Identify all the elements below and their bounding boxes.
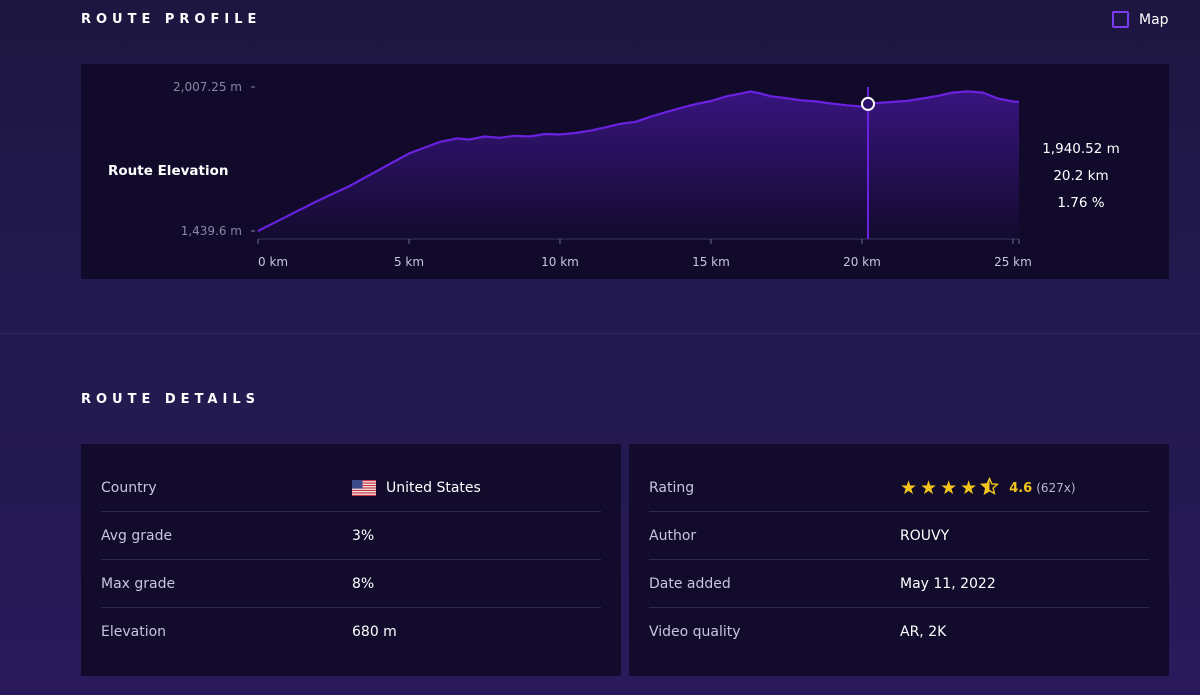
map-toggle[interactable]: Map: [1112, 11, 1169, 28]
map-toggle-label: Map: [1139, 11, 1169, 28]
chart-label: Route Elevation: [108, 163, 229, 179]
detail-row-author: Author ROUVY: [649, 512, 1149, 560]
elevation-line: [257, 90, 1020, 232]
details-card-left: Country United States Avg grade 3%: [81, 444, 621, 676]
readout-elevation: 1,940.52 m: [1042, 141, 1120, 157]
x-tick-label: 10 km: [541, 255, 579, 269]
star-icon: ★: [940, 476, 958, 499]
route-details-title: ROUTE DETAILS: [81, 392, 260, 407]
detail-key: Max grade: [101, 576, 176, 592]
x-tick-label: 25 km: [994, 255, 1032, 269]
detail-key: Video quality: [649, 624, 741, 640]
star-half-icon: [980, 476, 1000, 500]
detail-key: Rating: [649, 480, 695, 496]
detail-row-rating: Rating ★ ★ ★ ★ 4.6 (627x): [649, 464, 1149, 512]
cursor-marker[interactable]: [861, 96, 876, 111]
detail-row-country: Country United States: [101, 464, 601, 512]
detail-value: AR, 2K: [900, 624, 947, 640]
elevation-chart[interactable]: 2,007.25 m 1,439.6 m 0 km 5 km 10 km 15 km 20 …: [81, 64, 1169, 279]
detail-value: May 11, 2022: [900, 576, 996, 592]
section-divider: [0, 333, 1200, 334]
detail-key: Avg grade: [101, 528, 173, 544]
detail-row-date-added: Date added May 11, 2022: [649, 560, 1149, 608]
elevation-readout: 1,940.52 m 20.2 km 1.76 %: [1031, 136, 1131, 217]
y-tick-label: 2,007.25 m: [173, 80, 242, 94]
detail-key: Country: [101, 480, 157, 496]
elevation-chart-panel[interactable]: 2,007.25 m 1,439.6 m 0 km 5 km 10 km 15 km 20 …: [81, 64, 1169, 279]
star-icon: ★: [900, 476, 918, 499]
detail-value: 8%: [352, 576, 375, 592]
detail-key: Elevation: [101, 624, 167, 640]
detail-value: United States: [386, 480, 481, 496]
rating-value: 4.6: [1009, 480, 1033, 496]
detail-row-max-grade: Max grade 8%: [101, 560, 601, 608]
rating-stars: ★ ★ ★ ★: [900, 476, 1000, 500]
y-tick-label: 1,439.6 m: [181, 224, 242, 238]
star-icon: ★: [960, 476, 978, 499]
detail-row-elevation: Elevation 680 m: [101, 608, 601, 656]
detail-key: Author: [649, 528, 697, 544]
readout-grade: 1.76 %: [1057, 195, 1105, 211]
route-profile-title: ROUTE PROFILE: [81, 12, 262, 27]
x-tick-label: 5 km: [394, 255, 424, 269]
x-tick-label: 15 km: [692, 255, 730, 269]
detail-row-video-quality: Video quality AR, 2K: [649, 608, 1149, 656]
detail-row-avg-grade: Avg grade 3%: [101, 512, 601, 560]
star-icon: ★: [920, 476, 938, 499]
rating-count: (627x): [1036, 481, 1076, 495]
detail-key: Date added: [649, 576, 731, 592]
x-tick-label: 20 km: [843, 255, 881, 269]
checkbox-icon[interactable]: [1112, 11, 1129, 28]
x-tick-label: 0 km: [258, 255, 288, 269]
readout-distance: 20.2 km: [1053, 168, 1109, 184]
detail-value: 680 m: [352, 624, 397, 640]
us-flag-icon: [352, 480, 376, 496]
detail-value: ROUVY: [900, 528, 950, 544]
details-card-right: Rating ★ ★ ★ ★ 4.6 (627x): [629, 444, 1169, 676]
detail-value: 3%: [352, 528, 375, 544]
elevation-area: [258, 91, 1019, 240]
